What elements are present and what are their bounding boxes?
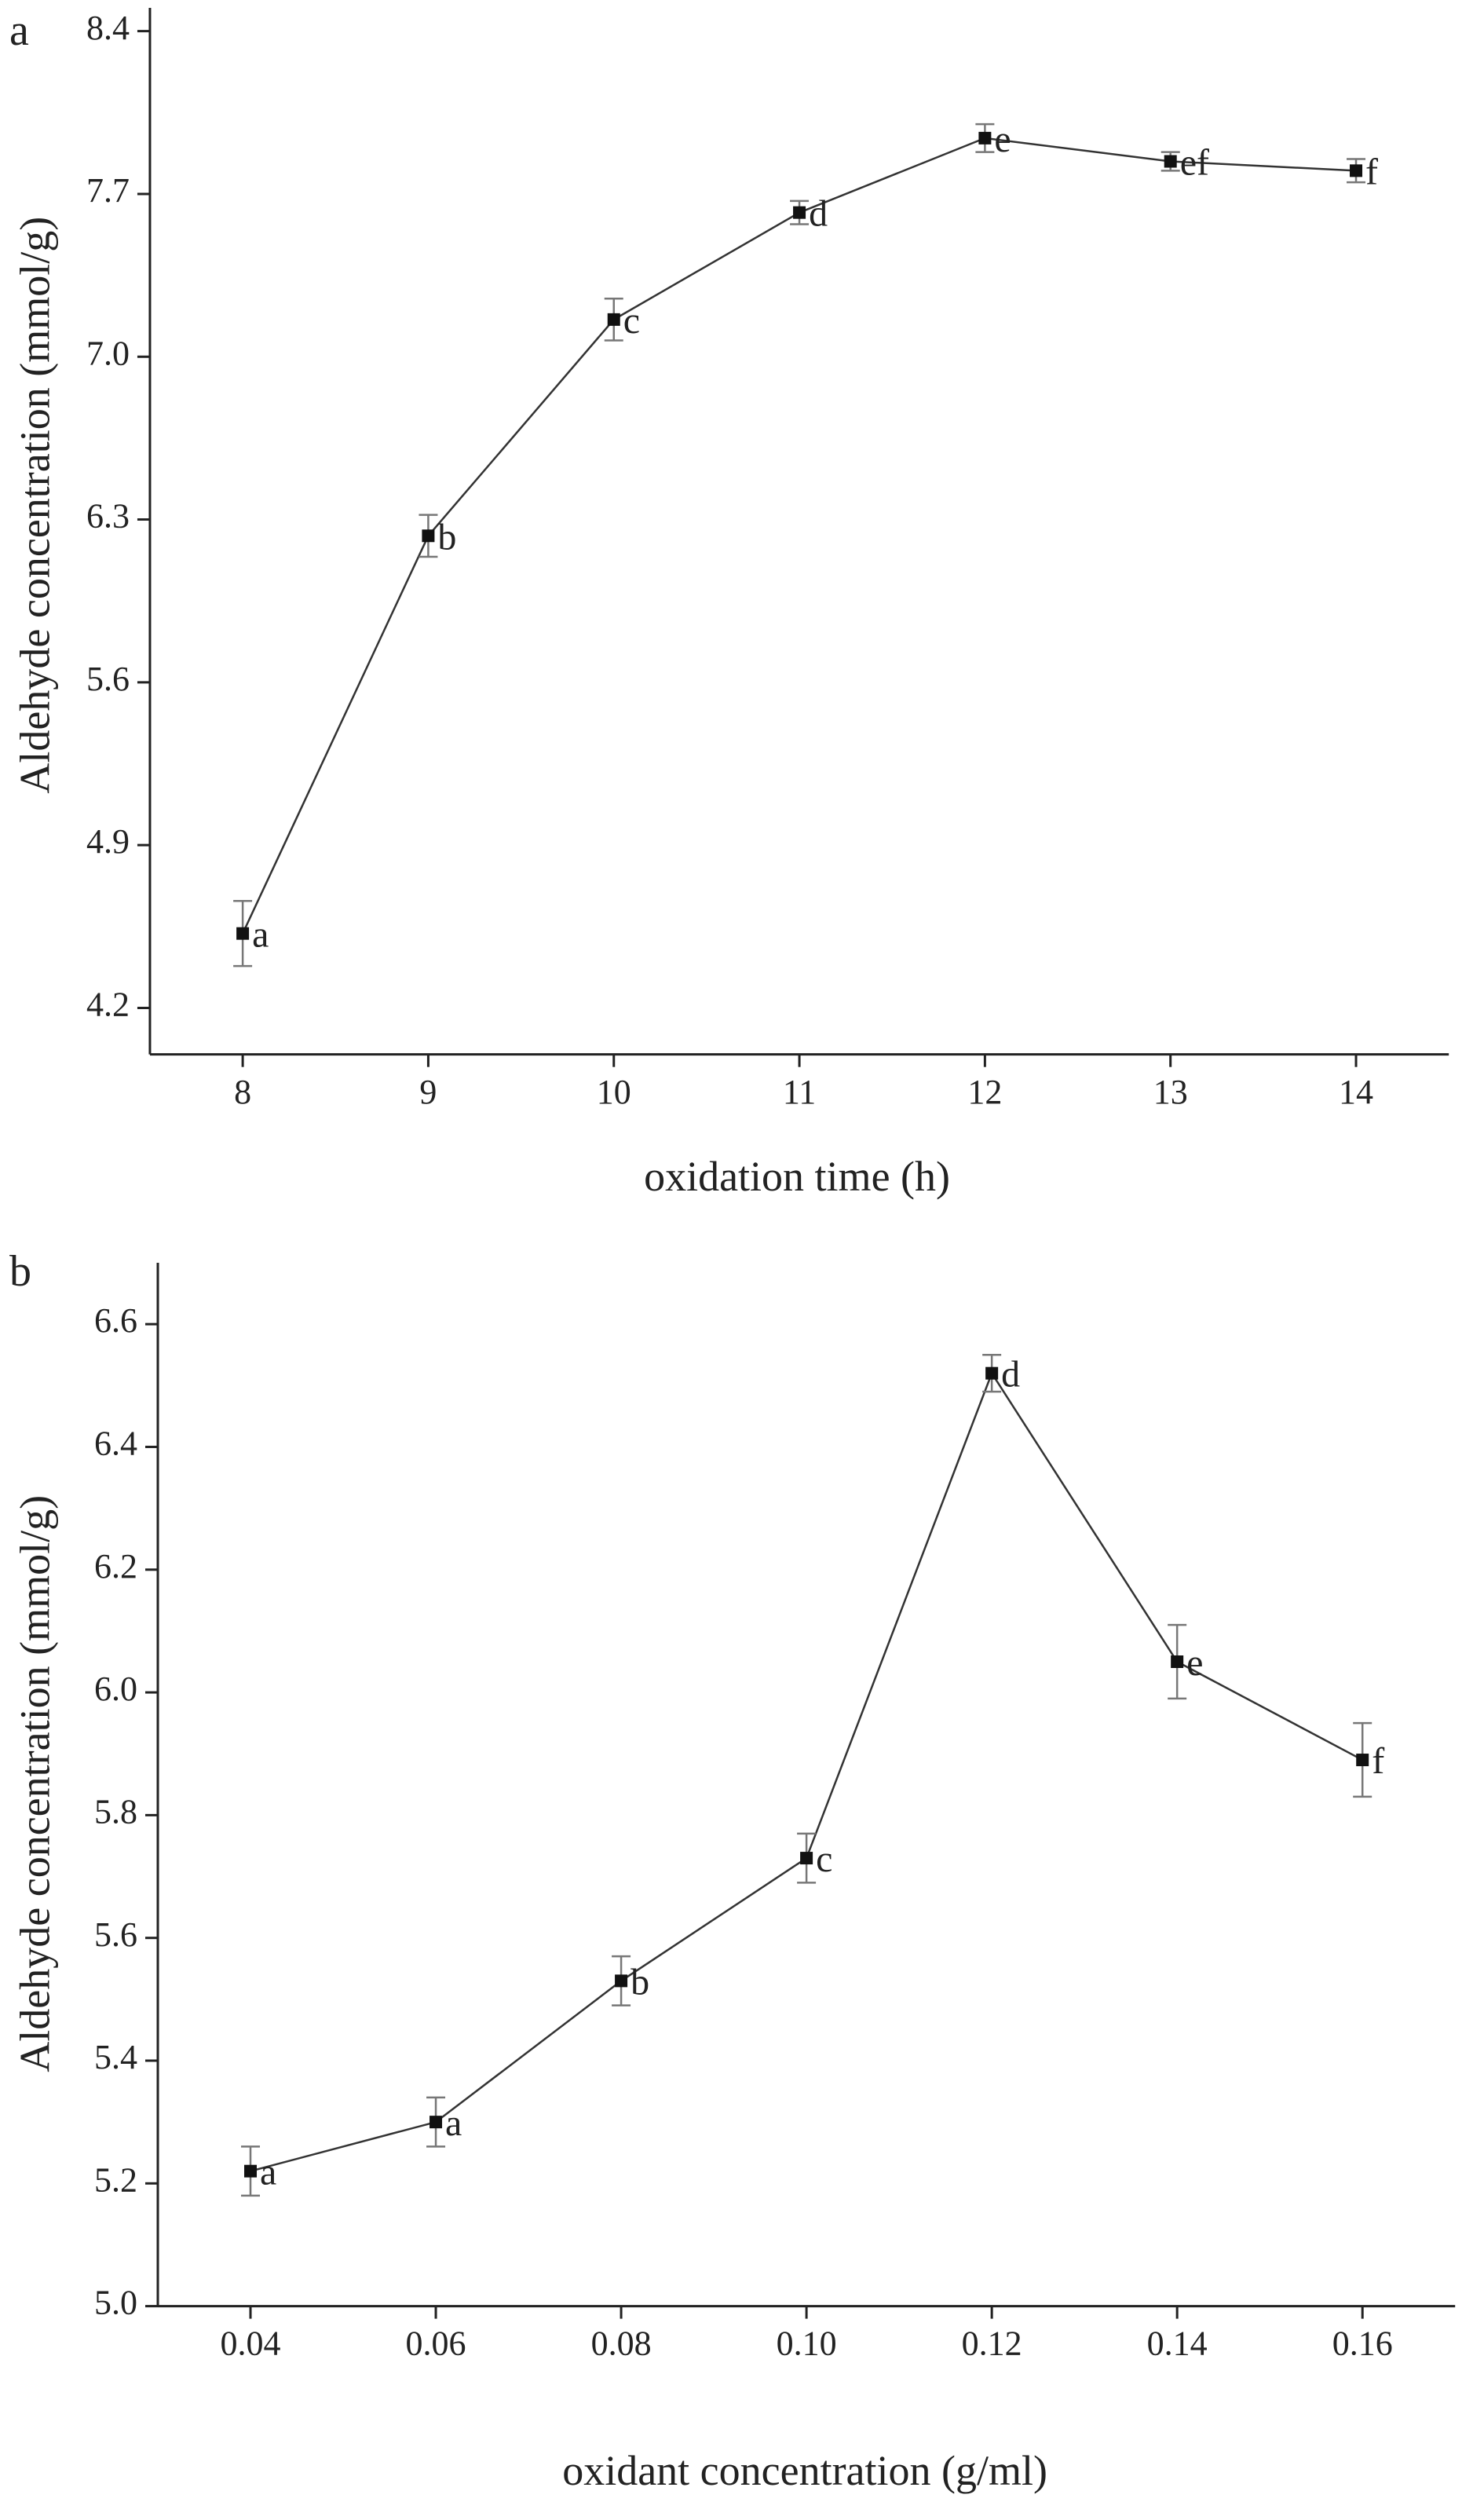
data-point — [236, 927, 250, 940]
data-point — [1164, 155, 1177, 168]
data-point — [985, 1366, 999, 1380]
x-tick-label: 8 — [234, 1073, 251, 1111]
y-tick-label: 4.2 — [86, 986, 130, 1024]
point-label: f — [1365, 151, 1378, 192]
y-axis-label: Aldehyde concentration (mmol/g) — [12, 217, 59, 794]
data-line — [250, 1370, 1363, 2172]
y-tick-label: 5.6 — [94, 1915, 137, 1954]
y-tick-label: 5.8 — [94, 1792, 137, 1831]
y-tick-label: 7.0 — [86, 334, 130, 372]
x-tick-label: 0.16 — [1332, 2325, 1393, 2363]
y-tick-label: 5.0 — [94, 2284, 137, 2322]
y-axis-label: Aldehyde concentration (mmol/g) — [12, 1495, 59, 2072]
point-label: f — [1372, 1740, 1384, 1782]
data-point — [429, 2116, 443, 2129]
x-tick-label: 0.08 — [591, 2325, 652, 2363]
data-point — [978, 131, 992, 144]
y-tick-label: 6.4 — [94, 1425, 137, 1463]
panel-label: b — [9, 1247, 31, 1296]
x-tick-label: 0.04 — [221, 2325, 281, 2363]
data-point — [615, 1974, 628, 1988]
x-axis-label: oxidant concentration (g/ml) — [562, 2447, 1047, 2494]
x-tick-label: 0.10 — [777, 2325, 837, 2363]
x-tick-label: 14 — [1339, 1073, 1373, 1111]
data-point — [1356, 1754, 1369, 1767]
point-label: e — [1186, 1642, 1203, 1684]
point-label: c — [623, 300, 640, 342]
x-axis-label: oxidation time (h) — [644, 1153, 950, 1200]
x-tick-label: 0.06 — [406, 2325, 466, 2363]
point-label: a — [252, 914, 269, 956]
x-tick-label: 13 — [1153, 1073, 1188, 1111]
point-label: e — [994, 119, 1011, 160]
x-tick-label: 10 — [597, 1073, 631, 1111]
x-tick-label: 9 — [419, 1073, 437, 1111]
x-tick-label: 11 — [783, 1073, 816, 1111]
point-label: b — [437, 516, 456, 558]
y-tick-label: 6.2 — [94, 1547, 137, 1586]
y-tick-label: 8.4 — [86, 9, 130, 47]
data-point — [1171, 1655, 1184, 1668]
data-point — [1350, 164, 1363, 177]
y-tick-label: 5.2 — [94, 2160, 137, 2199]
x-tick-label: 12 — [967, 1073, 1002, 1111]
data-point — [607, 313, 620, 326]
point-label: d — [809, 193, 828, 235]
data-point — [800, 1852, 813, 1865]
point-label: d — [1001, 1354, 1020, 1395]
point-label: b — [631, 1961, 649, 2003]
x-tick-label: 0.14 — [1147, 2325, 1208, 2363]
panel-label: a — [9, 6, 29, 55]
data-point — [793, 206, 806, 219]
data-point — [422, 529, 435, 543]
y-tick-label: 6.0 — [94, 1670, 137, 1708]
x-tick-label: 0.12 — [962, 2325, 1022, 2363]
point-label: ef — [1180, 142, 1209, 184]
data-line — [241, 137, 1357, 935]
point-label: a — [445, 2102, 462, 2144]
y-tick-label: 6.3 — [86, 497, 130, 536]
y-tick-label: 7.7 — [86, 171, 130, 210]
y-tick-label: 6.6 — [94, 1301, 137, 1340]
y-tick-label: 4.9 — [86, 822, 130, 861]
point-label: c — [816, 1838, 832, 1880]
y-tick-label: 5.6 — [86, 660, 130, 698]
point-label: a — [260, 2152, 276, 2193]
data-point — [244, 2164, 258, 2178]
y-tick-label: 5.4 — [94, 2038, 137, 2076]
